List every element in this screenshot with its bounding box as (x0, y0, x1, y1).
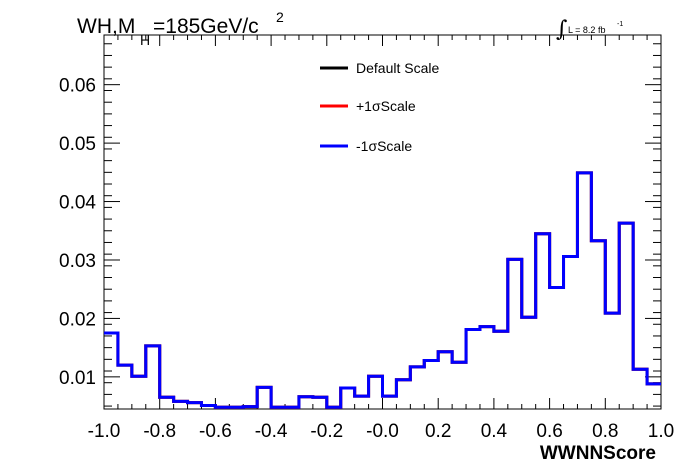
legend: Default Scale +1σScale -1σScale (320, 60, 439, 154)
lumi-text: L = 8.2 fb (568, 25, 605, 35)
series-layer (104, 171, 661, 409)
x-tick-label: 0.2 (425, 421, 451, 442)
x-axis-title: WWNNScore (540, 443, 656, 464)
luminosity-label: ∫ L = 8.2 fb -1 (556, 17, 623, 42)
x-tick-label: 1.0 (648, 421, 674, 442)
y-tick-label: 0.05 (59, 134, 96, 155)
y-tick-labels: 0.01 0.02 0.03 0.04 0.05 0.06 (59, 76, 96, 389)
x-tick-label: -0.0 (366, 421, 399, 442)
x-tick-label: -0.4 (255, 421, 288, 442)
integral-symbol: ∫ (556, 17, 568, 42)
x-tick-labels: -1.0 -0.8 -0.6 -0.4 -0.2 -0.0 0.2 0.4 0.6 0.8 1.0 (88, 421, 675, 442)
lumi-superscript: -1 (617, 21, 623, 28)
y-tick-label: 0.04 (59, 193, 96, 214)
title-rest: =185GeV/c (153, 15, 259, 38)
title-superscript: 2 (276, 9, 284, 25)
x-tick-label: -0.2 (310, 421, 343, 442)
axis-ticks (103, 35, 662, 409)
x-tick-label: -1.0 (88, 421, 121, 442)
y-tick-label: 0.06 (59, 76, 96, 97)
legend-label: +1σScale (356, 98, 416, 114)
title-subscript: H (140, 32, 150, 48)
legend-label: -1σScale (356, 138, 412, 154)
title-main: WH,M (77, 15, 135, 38)
x-tick-label: 0.4 (481, 421, 508, 442)
series-line (104, 171, 661, 409)
y-tick-label: 0.03 (59, 251, 96, 272)
x-tick-label: 0.8 (592, 421, 618, 442)
y-tick-label: 0.01 (59, 368, 96, 389)
y-tick-label: 0.02 (59, 309, 96, 330)
x-tick-label: -0.6 (199, 421, 232, 442)
chart-title: WH,M H =185GeV/c 2 (77, 9, 284, 48)
legend-label: Default Scale (356, 60, 439, 76)
x-tick-label: 0.6 (536, 421, 562, 442)
x-tick-label: -0.8 (143, 421, 176, 442)
